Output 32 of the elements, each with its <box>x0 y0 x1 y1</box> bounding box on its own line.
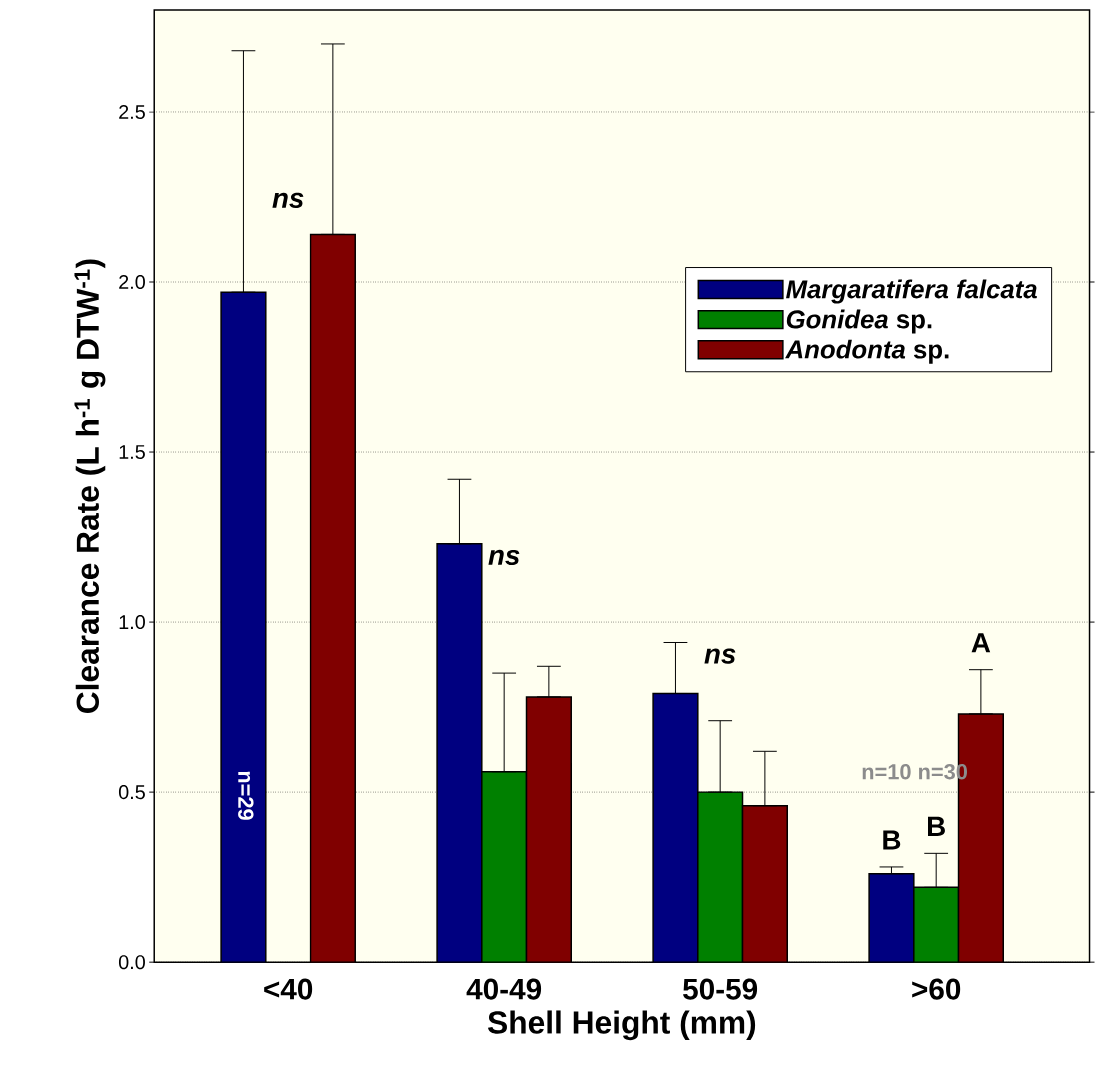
bar <box>741 805 788 963</box>
bar <box>868 873 915 963</box>
legend-label: Anodonta sp. <box>785 339 949 364</box>
x-tick-label: <40 <box>264 978 313 1000</box>
bar <box>309 233 356 963</box>
y-tick-label: 2.5 <box>119 105 145 120</box>
annotation: n=29 <box>238 772 254 821</box>
data-label: A <box>971 633 991 653</box>
legend-label: Gonidea sp. <box>786 309 932 334</box>
x-tick-label: >60 <box>912 978 961 1000</box>
bar <box>525 696 572 963</box>
x-axis-title: Shell Height (mm) <box>487 1010 756 1041</box>
annotation: ns <box>704 648 736 664</box>
bar <box>220 291 267 963</box>
bar <box>652 692 699 963</box>
x-tick-label: 40-49 <box>466 978 542 1000</box>
bar <box>913 886 960 963</box>
annotation: ns <box>488 550 520 566</box>
y-tick-label: 2.0 <box>119 275 145 290</box>
y-tick-label: 0.0 <box>118 955 145 970</box>
annotation: ns <box>272 193 304 209</box>
y-tick-label: 0.5 <box>118 785 145 800</box>
y-axis-title: Clearance Rate (L h$^{-1}$ g DTW$^{-1}$) <box>74 259 106 714</box>
data-label: B <box>883 830 901 850</box>
data-label: B <box>928 817 945 837</box>
y-tick-label: 1.0 <box>119 615 145 630</box>
bar <box>697 791 744 963</box>
bar <box>481 771 528 963</box>
y-tick-label: 1.5 <box>119 445 145 460</box>
legend-label: Margaratifera falcata <box>786 279 1037 304</box>
bar <box>436 543 483 963</box>
x-tick-label: 50-59 <box>683 978 758 1000</box>
